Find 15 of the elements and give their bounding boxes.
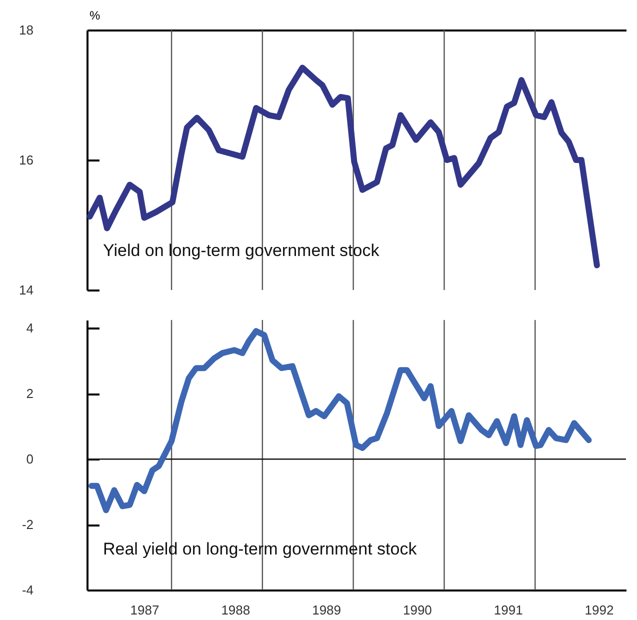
y-tick-label: 2 [26, 386, 34, 402]
y-tick-label: 4 [26, 320, 34, 336]
x-tick-label: 1989 [312, 602, 342, 618]
x-tick-label: 1990 [402, 602, 432, 618]
x-tick-label: 1987 [130, 602, 160, 618]
x-tick-label: 1991 [494, 602, 523, 618]
y-tick-label: -4 [22, 582, 34, 598]
y-tick-label: 0 [26, 452, 34, 467]
y-tick-label: 14 [19, 282, 34, 298]
y-tick-label: 18 [19, 22, 34, 38]
y-axis-title: % [90, 8, 100, 22]
y-tick-label: 16 [19, 152, 34, 168]
x-tick-label: 1992 [584, 602, 614, 618]
x-tick-label: 1988 [221, 602, 250, 618]
y-tick-label: -2 [22, 517, 34, 532]
